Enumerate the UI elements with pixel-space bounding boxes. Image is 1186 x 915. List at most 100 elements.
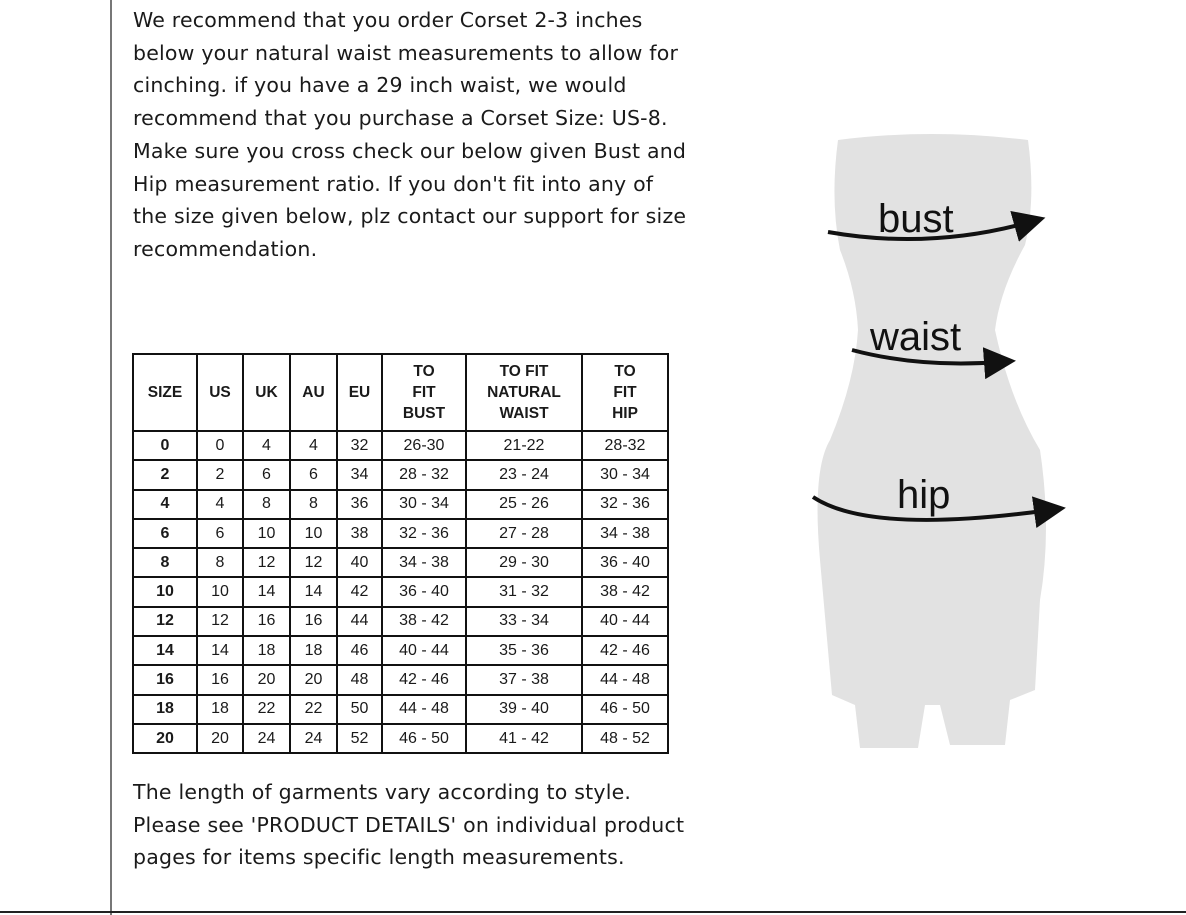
table-cell: 14 [289,576,338,608]
table-cell: 12 [289,547,338,579]
table-cell: 34 - 38 [381,547,467,579]
bottom-border-line [0,911,1186,913]
table-cell: 8 [132,547,198,579]
table-cell: 40 [336,547,383,579]
table-cell: 40 - 44 [381,635,467,667]
table-cell: 18 [132,693,198,725]
table-row: 16 16 20 20 48 42 - 46 37 - 38 44 - 48 [132,664,669,696]
table-cell: 0 [132,429,198,462]
column-header: TO FIT NATURAL WAIST [465,353,583,432]
column-header: TO FIT BUST [381,353,467,432]
table-cell: 20 [242,664,291,696]
table-cell: 34 - 38 [581,517,669,550]
table-cell: 44 - 48 [581,664,669,696]
table-cell: 37 - 38 [465,664,583,696]
table-cell: 44 - 48 [381,693,467,725]
length-note-paragraph: The length of garments vary according to… [133,780,685,870]
column-header: TO FIT HIP [581,353,669,432]
table-cell: 2 [132,459,198,491]
table-cell: 23 - 24 [465,459,583,491]
table-cell: 48 - 52 [581,722,669,755]
table-cell: 32 - 36 [381,517,467,550]
table-cell: 22 [289,693,338,725]
waist-arrow [851,347,1016,380]
table-cell: 10 [289,517,338,550]
table-cell: 16 [196,664,244,696]
table-row: 4 4 8 8 36 30 - 34 25 - 26 32 - 36 [132,488,669,520]
table-cell: 33 - 34 [465,605,583,638]
dress-silhouette [817,134,1046,748]
table-cell: 6 [242,459,291,491]
table-cell: 8 [289,488,338,520]
table-cell: 6 [289,459,338,491]
hip-label: hip [897,473,950,517]
table-cell: 42 - 46 [581,635,669,667]
table-cell: 41 - 42 [465,722,583,755]
table-cell: 39 - 40 [465,693,583,725]
table-cell: 16 [132,664,198,696]
waist-label: waist [869,315,961,359]
table-cell: 8 [242,488,291,520]
table-cell: 20 [132,722,198,755]
table-cell: 18 [196,693,244,725]
table-cell: 4 [132,488,198,520]
table-cell: 10 [242,517,291,550]
table-cell: 46 [336,635,383,667]
table-cell: 30 - 34 [381,488,467,520]
size-chart-table: SIZE US UK AU EU TO FIT BUST TO FIT NATURAL WAIST T… [132,353,669,755]
table-cell: 50 [336,693,383,725]
table-row: 20 20 24 24 52 46 - 50 41 - 42 48 - 52 [132,722,669,755]
table-cell: 6 [196,517,244,550]
table-cell: 44 [336,605,383,638]
table-cell: 10 [196,576,244,608]
table-cell: 27 - 28 [465,517,583,550]
table-cell: 32 - 36 [581,488,669,520]
table-row: 18 18 22 22 50 44 - 48 39 - 40 46 - 50 [132,693,669,725]
table-cell: 28-32 [581,429,669,462]
table-cell: 4 [242,429,291,462]
table-cell: 34 [336,459,383,491]
table-cell: 36 - 40 [381,576,467,608]
table-header-row: SIZE US UK AU EU TO FIT BUST TO FIT NATURAL WAIST T… [132,353,669,432]
table-cell: 30 - 34 [581,459,669,491]
table-cell: 16 [242,605,291,638]
column-header: SIZE [132,353,198,432]
table-cell: 6 [132,517,198,550]
table-row: 14 14 18 18 46 40 - 44 35 - 36 42 - 46 [132,635,669,667]
table-cell: 42 [336,576,383,608]
table-cell: 22 [242,693,291,725]
hip-arrow [811,495,1066,529]
table-cell: 32 [336,429,383,462]
table-cell: 38 - 42 [581,576,669,608]
table-cell: 26-30 [381,429,467,462]
table-cell: 38 - 42 [381,605,467,638]
table-cell: 10 [132,576,198,608]
table-cell: 38 [336,517,383,550]
column-header: AU [289,353,338,432]
table-cell: 36 [336,488,383,520]
column-header: UK [242,353,291,432]
table-cell: 8 [196,547,244,579]
intro-paragraph: We recommend that you order Corset 2-3 i… [133,8,687,261]
table-cell: 4 [289,429,338,462]
table-cell: 52 [336,722,383,755]
table-cell: 28 - 32 [381,459,467,491]
table-cell: 20 [196,722,244,755]
table-row: 8 8 12 12 40 34 - 38 29 - 30 36 - 40 [132,547,669,579]
table-cell: 42 - 46 [381,664,467,696]
table-cell: 25 - 26 [465,488,583,520]
bust-label: bust [878,197,954,241]
table-cell: 29 - 30 [465,547,583,579]
table-cell: 35 - 36 [465,635,583,667]
table-row: 2 2 6 6 34 28 - 32 23 - 24 30 - 34 [132,459,669,491]
table-row: 12 12 16 16 44 38 - 42 33 - 34 40 - 44 [132,605,669,638]
table-cell: 24 [242,722,291,755]
table-cell: 2 [196,459,244,491]
table-cell: 4 [196,488,244,520]
column-header: US [196,353,244,432]
table-cell: 12 [196,605,244,638]
table-cell: 18 [289,635,338,667]
table-row: 10 10 14 14 42 36 - 40 31 - 32 38 - 42 [132,576,669,608]
